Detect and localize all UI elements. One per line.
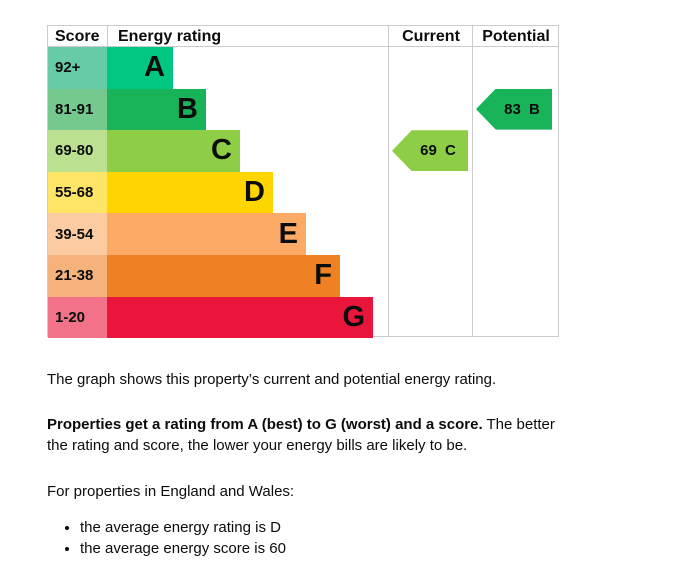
score-range-c: 69-80 xyxy=(48,130,107,172)
average-rating-item: the average energy rating is D xyxy=(80,517,286,538)
score-range-a: 92+ xyxy=(48,47,107,89)
rating-explanation-bold: Properties get a rating from A (best) to… xyxy=(47,416,483,433)
england-wales-text: For properties in England and Wales: xyxy=(47,483,295,500)
current-rating-arrow: 69 C xyxy=(392,130,468,172)
band-bar-e: E xyxy=(107,213,306,255)
divider xyxy=(107,26,108,47)
band-bar-a: A xyxy=(107,47,173,89)
band-bar-g: G xyxy=(107,296,373,339)
energy-rating-chart: Score Energy rating Current Potential 92… xyxy=(47,25,559,339)
potential-rating-arrow: 83 B xyxy=(476,88,552,130)
score-range-g: 1-20 xyxy=(48,296,107,339)
divider xyxy=(472,26,473,336)
averages-list: the average energy rating is D the avera… xyxy=(47,517,286,559)
score-header: Score xyxy=(48,26,107,47)
band-bar-c: C xyxy=(107,130,240,172)
score-range-f: 21-38 xyxy=(48,255,107,297)
intro-text: The graph shows this property’s current … xyxy=(47,371,497,388)
rating-explanation: Properties get a rating from A (best) to… xyxy=(47,414,567,456)
potential-header: Potential xyxy=(473,26,559,47)
score-range-d: 55-68 xyxy=(48,171,107,214)
score-range-e: 39-54 xyxy=(48,213,107,255)
average-score-item: the average energy score is 60 xyxy=(80,538,286,559)
band-bar-b: B xyxy=(107,88,206,131)
current-header: Current xyxy=(389,26,473,47)
band-bar-d: D xyxy=(107,171,273,214)
divider xyxy=(388,26,389,336)
rating-explanation-rest: The better the rating and score, the low… xyxy=(47,416,555,454)
rating-header: Energy rating xyxy=(107,26,389,47)
score-range-b: 81-91 xyxy=(48,88,107,131)
band-bar-f: F xyxy=(107,255,340,297)
